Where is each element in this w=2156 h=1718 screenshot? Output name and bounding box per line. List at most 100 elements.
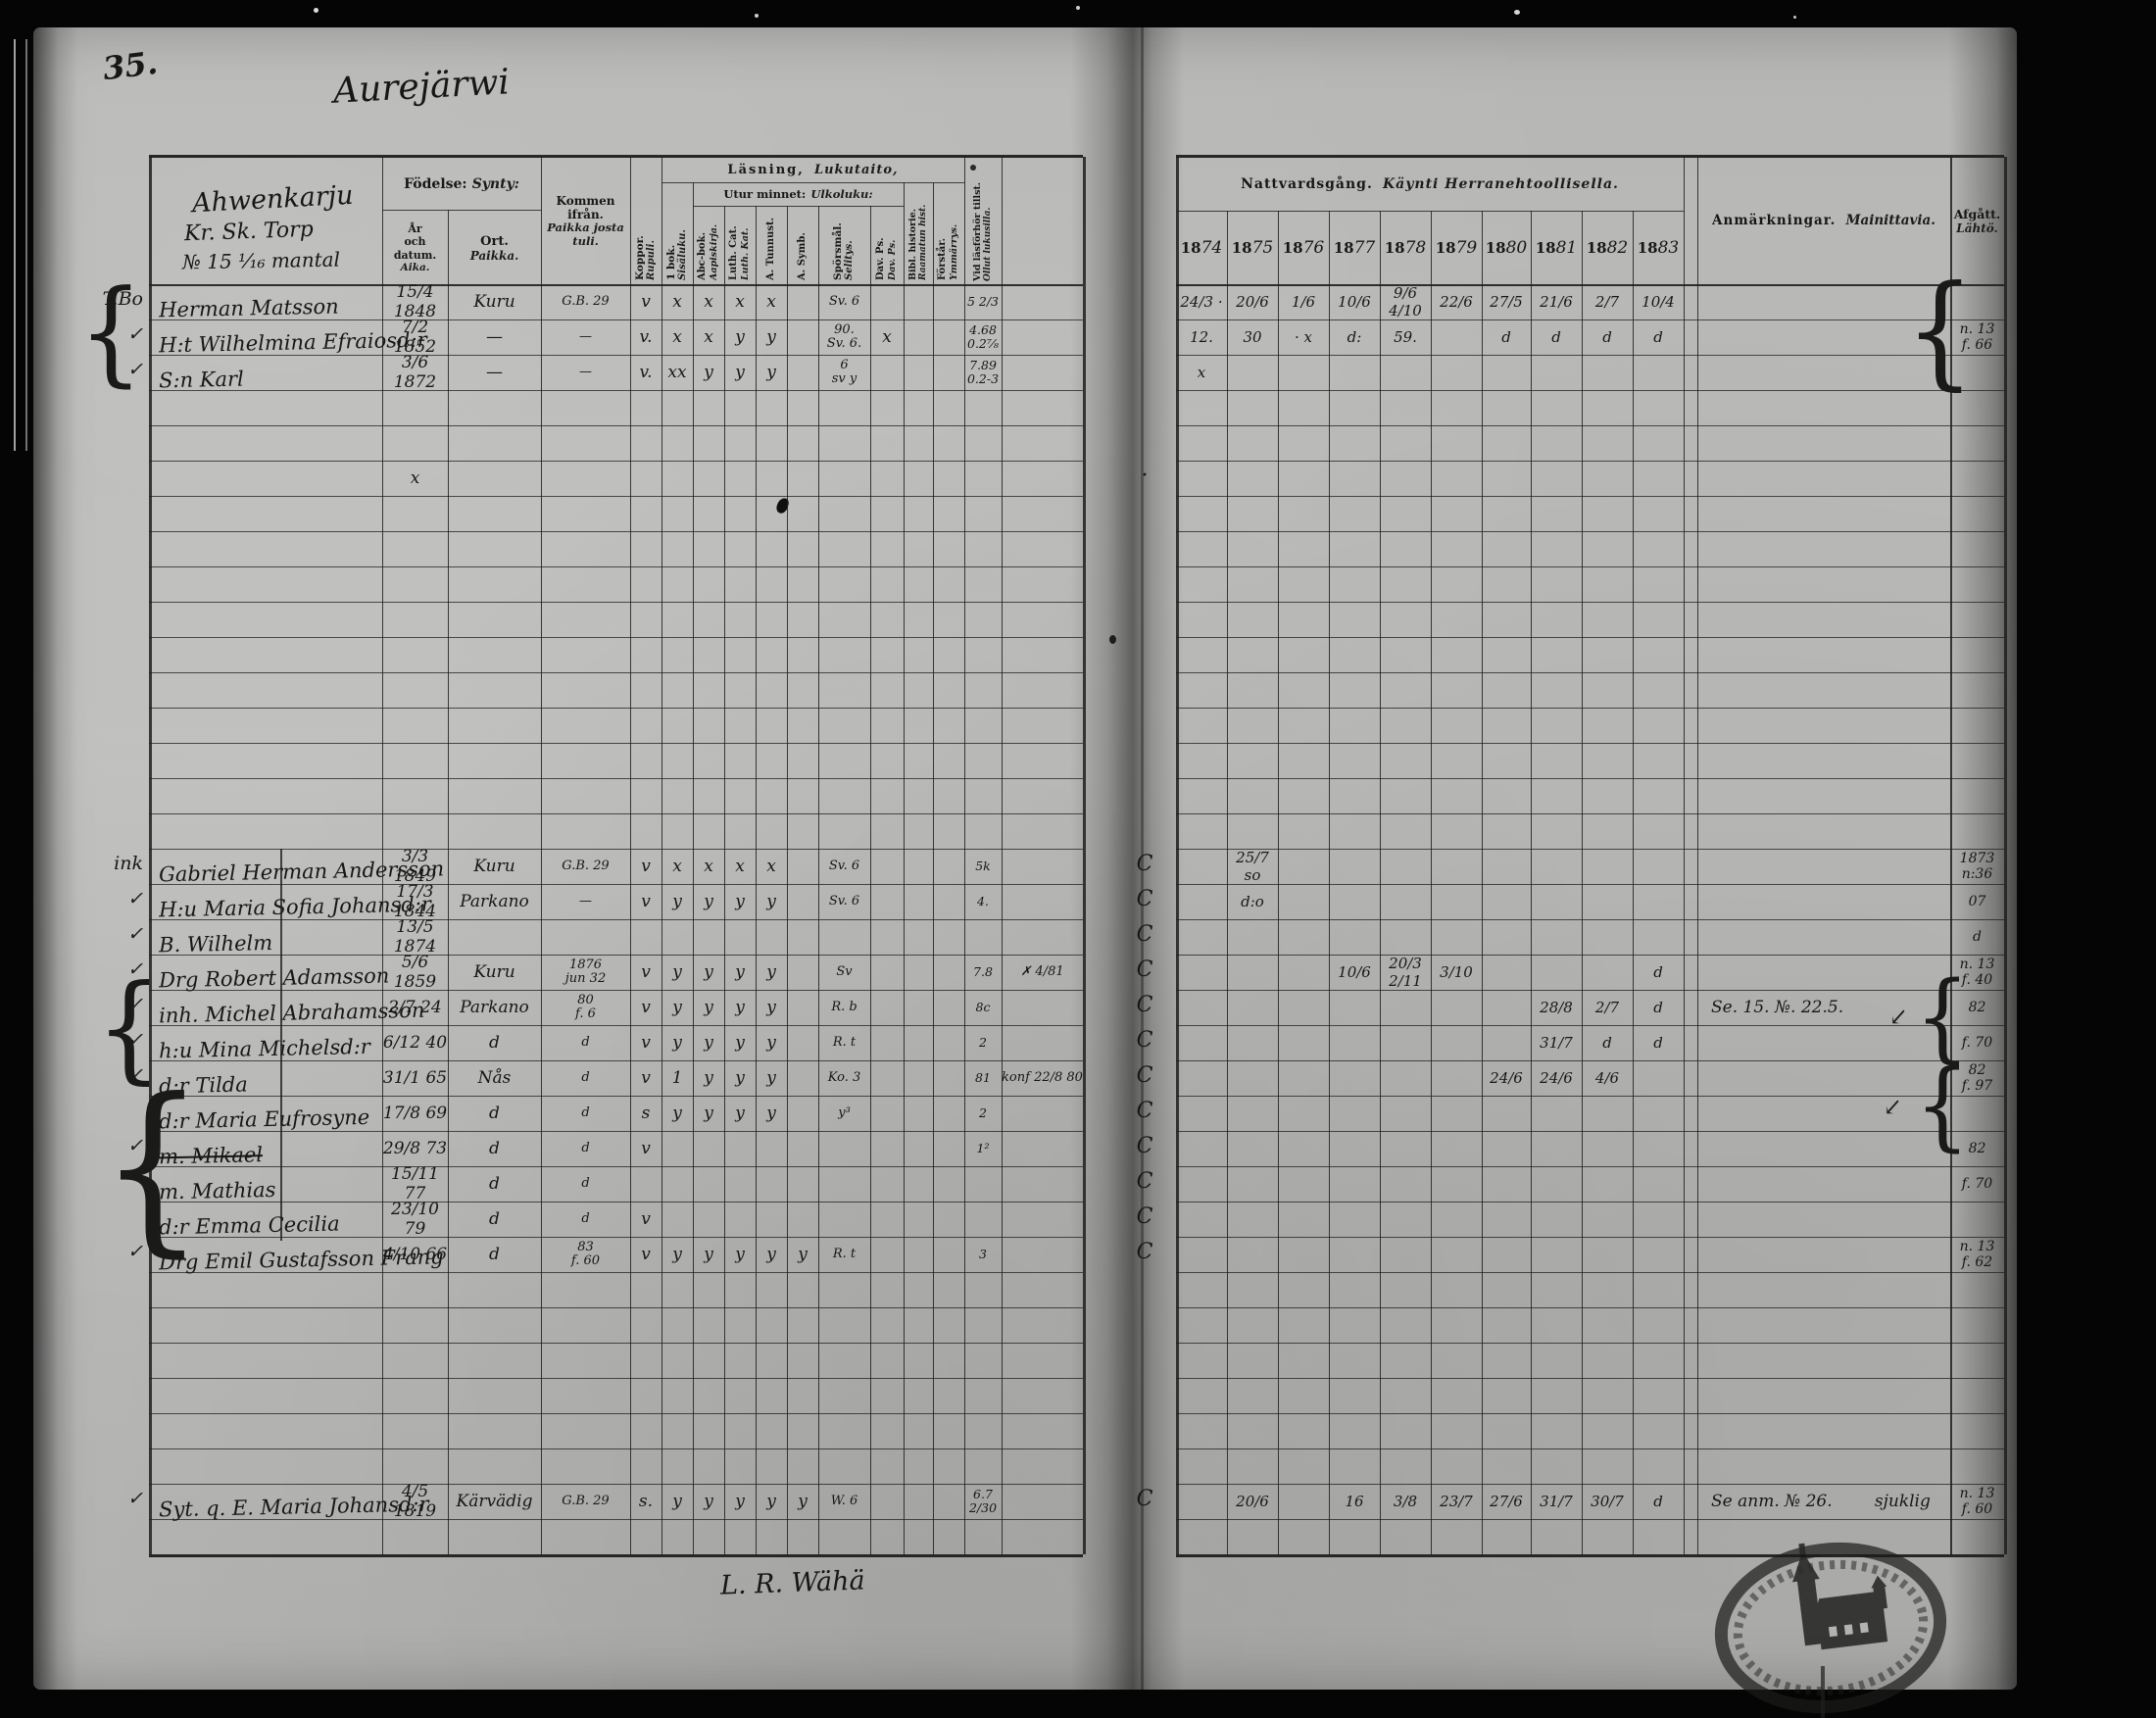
cell-tun: x [766, 292, 776, 312]
year-header-1876: 18 76 [1278, 218, 1329, 278]
cell-communion-1874: x [1197, 364, 1206, 381]
grid-hline [1176, 155, 2004, 158]
grid-vline [1176, 157, 1179, 1554]
grid-vline [1380, 211, 1382, 1554]
header-forstar-sv: Förstår. [937, 237, 949, 280]
grid-vline [2004, 157, 2007, 1554]
cell-luth: y [735, 998, 745, 1017]
cell-pre-mark: C [1136, 1028, 1153, 1053]
cell-vid: 6.7 2/30 [968, 1486, 998, 1515]
cell-date: 17/8 69 [382, 1104, 448, 1123]
header-abc-bok: Abc-bok. Aapiskirja. [693, 208, 724, 280]
cell-date: 3/6 1872 [393, 353, 437, 392]
grid-vline [693, 182, 695, 1554]
grid-hline [149, 813, 1083, 815]
church-stamp-icon [1714, 1542, 1947, 1714]
margin-brace: ↙ [1889, 1004, 1908, 1032]
cell-communion-1874: 12. [1190, 328, 1213, 346]
grid-vline [904, 182, 906, 1554]
header-ar-datum: År och datum. Aika. [382, 214, 448, 282]
grid-hline [1176, 284, 2004, 286]
grid-vline [1697, 157, 1699, 1554]
cell-abc: y [704, 1068, 713, 1088]
cell-spors: 90. Sv. 6. [826, 321, 862, 351]
cell-vid: 2 [979, 1034, 987, 1050]
cell-pre-mark: C [1136, 1099, 1153, 1123]
cell-ort: d [489, 1245, 500, 1264]
dust-speck [755, 14, 759, 18]
cell-sisa: xx [667, 363, 687, 382]
cell-luth: y [735, 327, 745, 347]
cell-abc: y [704, 363, 713, 382]
cell-date: 4/10 66 [382, 1245, 448, 1264]
cell-extra: ✗ 4/81 [1020, 963, 1064, 979]
cell-anmarkning: Se. 15. №. 22.5. [1711, 998, 1844, 1017]
grid-hline [149, 778, 1083, 780]
grid-vline [1582, 211, 1584, 1554]
cell-symb: y [798, 1245, 808, 1264]
cell-ort: Parkano [460, 998, 529, 1017]
year-handwritten-digits: 74 [1200, 238, 1223, 258]
margin-brace: { [100, 1058, 205, 1274]
year-handwritten-digits: 76 [1302, 238, 1325, 258]
cell-ort: Parkano [460, 892, 529, 911]
grid-hline [693, 206, 904, 208]
cell-luth: y [735, 892, 745, 911]
row-margin-mark: ✓ [127, 1135, 143, 1156]
year-header-1883: 18 83 [1633, 218, 1684, 278]
row-margin-mark: ✓ [127, 323, 143, 345]
grid-vline [787, 206, 789, 1554]
row-margin-mark: ✓ [127, 994, 143, 1015]
header-ort-sv: Ort. [480, 233, 509, 249]
grid-hline [1176, 672, 2004, 674]
cell-communion-1880: 27/5 [1490, 293, 1523, 311]
cell-pre-mark: C [1136, 1487, 1153, 1511]
cell-tun: y [766, 1492, 776, 1511]
cell-date: 7/2 1852 [393, 318, 437, 357]
grid-vline [724, 206, 726, 1554]
cell-from: 83 f. 60 [570, 1239, 601, 1268]
cell-communion-1882: 4/6 [1594, 1069, 1620, 1087]
cell-sisa: x [672, 857, 682, 876]
year-printed-prefix: 18 [1586, 239, 1607, 257]
cell-vid: 4.68 0.2⅞ [967, 321, 999, 351]
ink-speck [970, 165, 976, 171]
cell-sisa: y [672, 962, 682, 982]
cell-kop: v [641, 998, 651, 1017]
cell-pre-mark: C [1136, 993, 1153, 1017]
grid-hline [662, 182, 964, 184]
cell-communion-1882: d [1602, 1034, 1612, 1052]
grid-vline [756, 206, 758, 1554]
cell-communion-1879: 3/10 [1440, 963, 1473, 981]
grid-hline [1176, 1519, 2004, 1521]
grid-hline [149, 637, 1083, 639]
cell-abc: y [704, 1245, 713, 1264]
cell-communion-1875: 20/6 [1236, 1493, 1269, 1510]
cell-vid: 81 [975, 1069, 991, 1085]
header-fodelse-fi: Synty: [471, 176, 519, 192]
grid-hline [149, 1378, 1083, 1380]
grid-hline [1176, 990, 2004, 992]
cell-communion-1878: 20/3 2/11 [1389, 955, 1422, 990]
grid-hline [149, 990, 1083, 992]
grid-hline [1176, 319, 2004, 321]
grid-hline [382, 210, 541, 212]
year-header-1881: 18 81 [1531, 218, 1582, 278]
cell-spors: Sv. 6 [828, 893, 860, 908]
grid-vline [1083, 157, 1086, 1554]
header-fodelse-sv: Födelse: [404, 176, 467, 192]
header-sisaluku-sv: 1 bok. [664, 244, 677, 280]
grid-hline [149, 1166, 1083, 1168]
header-davps-sv: Dav. Ps. [875, 237, 887, 280]
cell-from: d [581, 1175, 590, 1191]
cell-kop: v [641, 892, 651, 911]
grid-hline [1176, 708, 2004, 710]
archive-stamp [1705, 1537, 1956, 1718]
grid-hline [1176, 813, 2004, 815]
header-koppor-sv: Koppor. [633, 235, 646, 280]
grid-vline [818, 206, 820, 1554]
cell-communion-1881: 31/7 [1540, 1034, 1573, 1052]
grid-hline [149, 1307, 1083, 1309]
cell-luth: y [735, 1068, 745, 1088]
